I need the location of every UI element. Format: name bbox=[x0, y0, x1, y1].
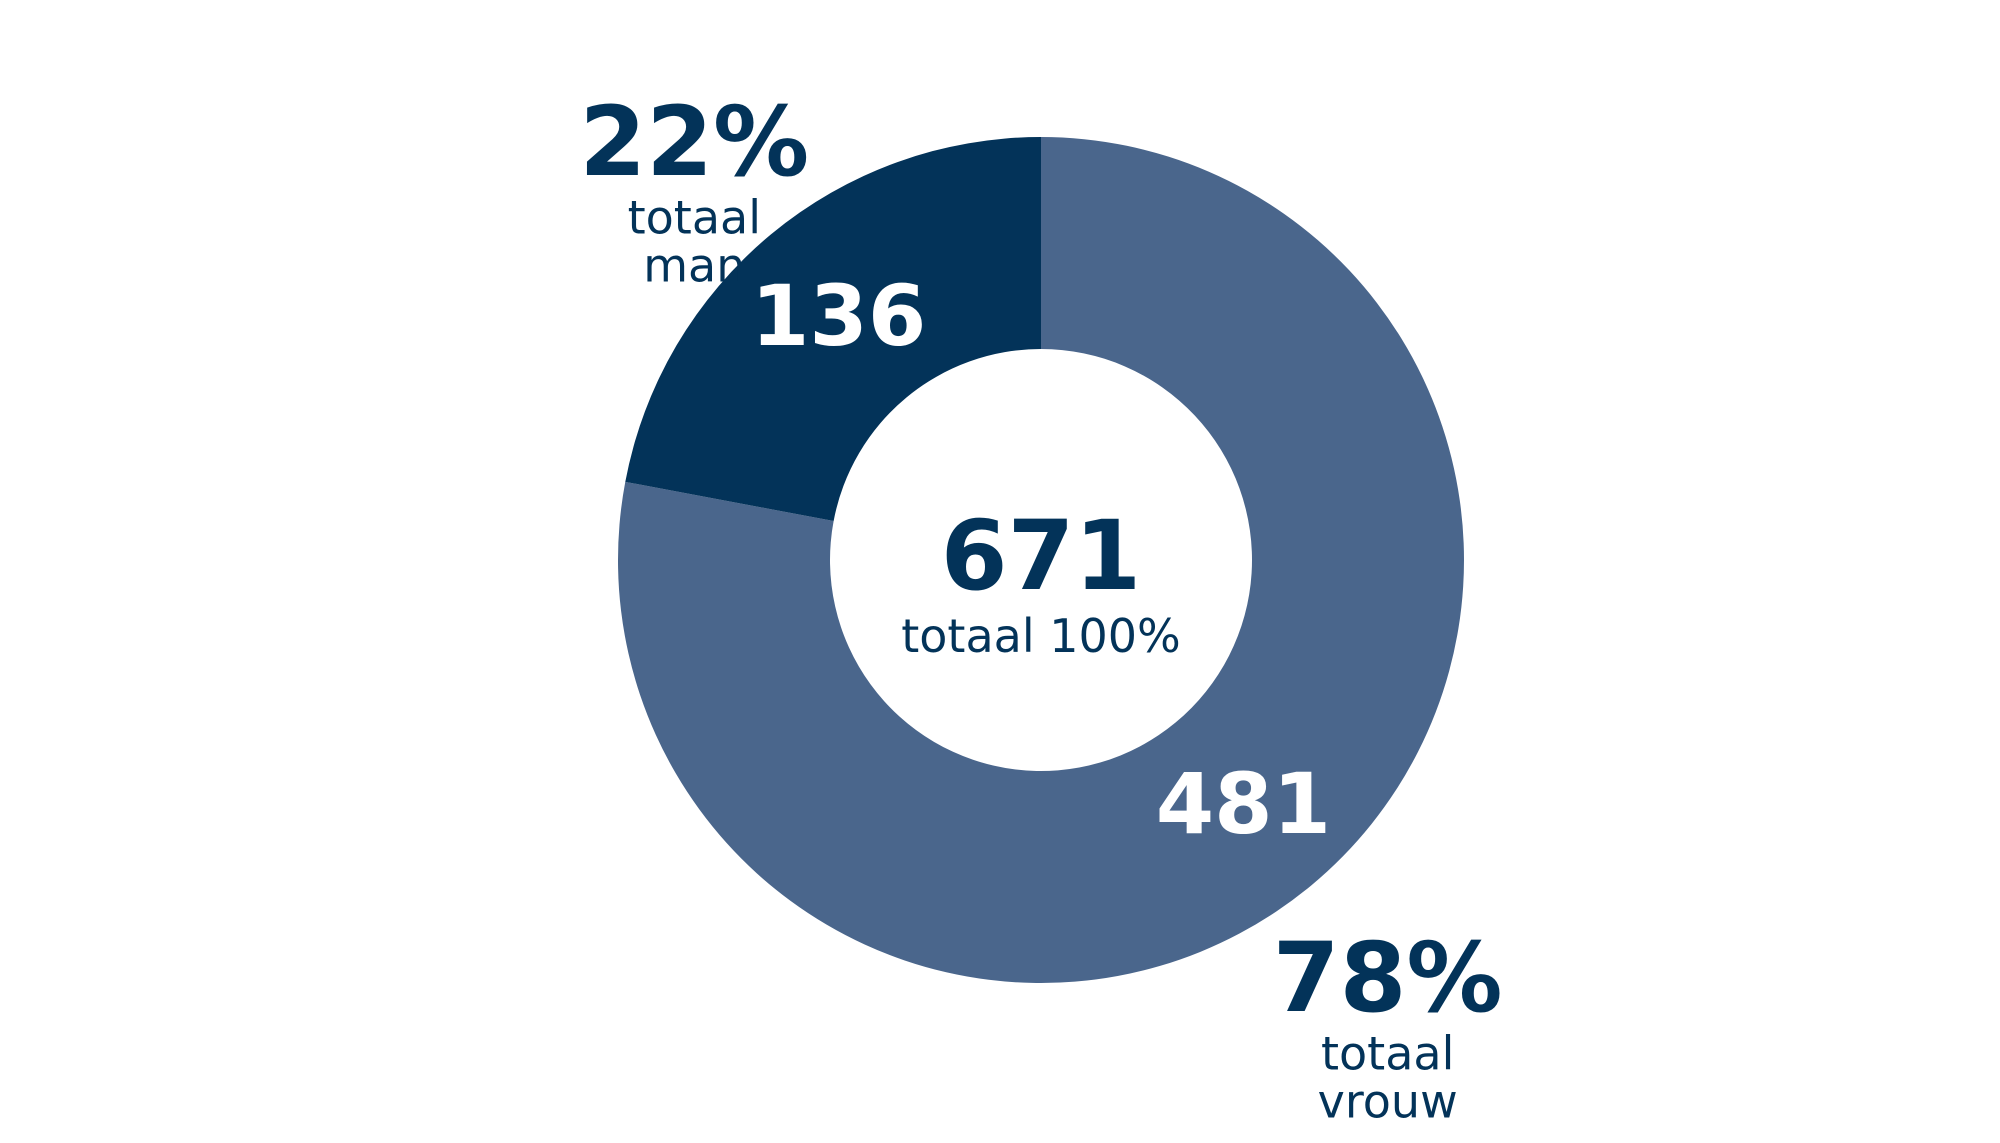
slice-value-label: 136 bbox=[750, 267, 927, 365]
donut-slice bbox=[618, 137, 1464, 983]
share-label: 78% bbox=[1272, 921, 1503, 1034]
slice-value-label: 481 bbox=[1155, 754, 1332, 853]
category-label: totaal man bbox=[627, 190, 761, 294]
category-label: totaal vrouw bbox=[1317, 1026, 1458, 1129]
donut-slice bbox=[625, 137, 1041, 522]
share-label: 22% bbox=[579, 86, 810, 199]
center-total-label: totaal 100% bbox=[901, 608, 1181, 663]
center-total: 671 bbox=[940, 500, 1142, 612]
